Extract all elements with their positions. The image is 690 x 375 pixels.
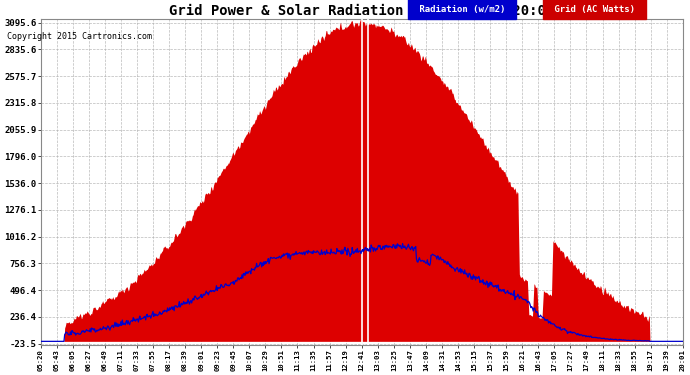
Text: Copyright 2015 Cartronics.com: Copyright 2015 Cartronics.com: [7, 32, 152, 41]
Title: Grid Power & Solar Radiation  Sat May 23 20:09: Grid Power & Solar Radiation Sat May 23 …: [169, 4, 554, 18]
Text: Radiation (w/m2): Radiation (w/m2): [414, 5, 511, 14]
Text: Grid (AC Watts): Grid (AC Watts): [549, 5, 640, 14]
